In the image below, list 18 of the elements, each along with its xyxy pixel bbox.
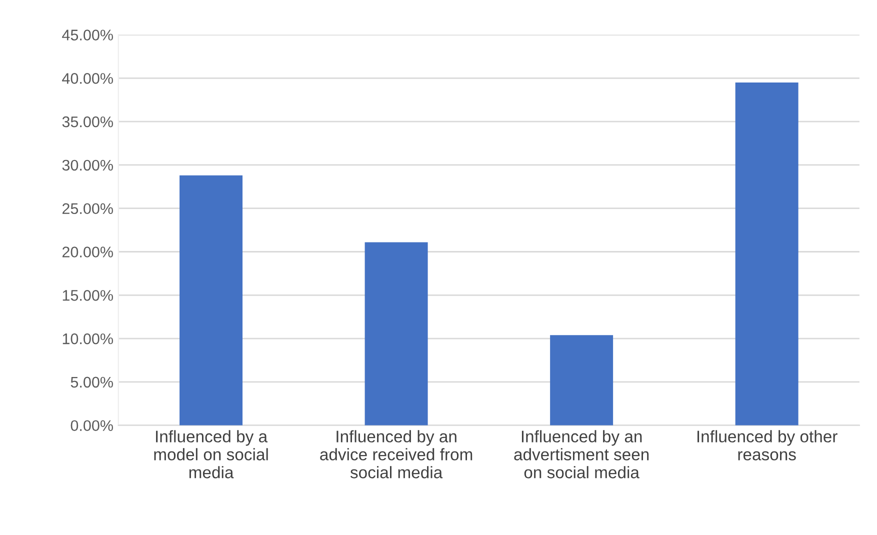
bar	[735, 82, 798, 426]
bar	[550, 335, 614, 426]
y-tick-label: 5.00%	[70, 376, 113, 388]
x-tick-label: Influenced by other reasons	[697, 430, 838, 460]
y-tick-label: 25.00%	[62, 203, 113, 214]
bar	[364, 242, 428, 426]
x-tick-label: Influenced by a model on social media	[154, 430, 268, 478]
y-tick-label: 15.00%	[62, 290, 113, 301]
y-tick-label: 40.00%	[62, 73, 113, 84]
y-tick-label: 20.00%	[62, 246, 113, 258]
x-tick-label: Influenced by an advertisment seen on social media	[514, 430, 649, 478]
y-tick-label: 10.00%	[62, 333, 113, 344]
bar	[180, 175, 243, 426]
x-tick-label: Influenced by an advice received from social media	[320, 430, 472, 478]
y-tick-label: 45.00%	[62, 30, 113, 40]
y-tick-label: 35.00%	[62, 116, 113, 128]
y-tick-label: 30.00%	[62, 160, 113, 171]
y-tick-label: 0.00%	[70, 420, 113, 432]
